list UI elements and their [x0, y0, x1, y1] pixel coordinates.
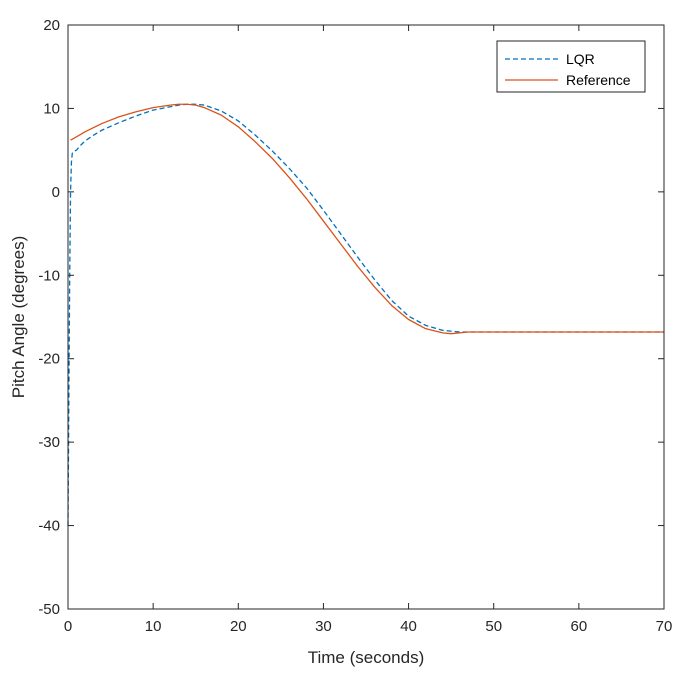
y-tick-label: 10	[43, 100, 60, 117]
y-tick-label: -20	[38, 351, 60, 368]
y-tick-label: 20	[43, 17, 60, 34]
series-layer	[67, 103, 664, 526]
y-axis-ticks	[68, 24, 664, 610]
plot-frame	[67, 24, 665, 610]
y-tick-label: -30	[38, 434, 60, 451]
legend-label-reference: Reference	[566, 72, 631, 88]
x-tick-label: 30	[315, 618, 332, 635]
series-line-reference	[70, 103, 664, 335]
y-axis-label: Pitch Angle (degrees)	[9, 236, 28, 399]
plot-area	[68, 25, 664, 609]
y-tick-label: 0	[52, 184, 60, 201]
x-axis-ticks	[67, 25, 665, 609]
y-tick-label: -40	[38, 518, 60, 535]
x-tick-label: 0	[64, 618, 72, 635]
legend: LQR Reference	[496, 40, 646, 93]
x-tick-label: 20	[230, 618, 247, 635]
y-tick-label: -50	[38, 601, 60, 618]
x-tick-label: 50	[485, 618, 502, 635]
legend-label-lqr: LQR	[566, 51, 595, 67]
legend-box	[496, 40, 646, 93]
x-axis-label: Time (seconds)	[308, 648, 425, 667]
x-tick-label: 70	[656, 618, 673, 635]
x-tick-label: 60	[571, 618, 588, 635]
x-tick-label: 40	[400, 618, 417, 635]
y-tick-label: -10	[38, 267, 60, 284]
x-tick-label: 10	[145, 618, 162, 635]
tick-labels: 0 10 20 30 40 50 60 70 -50 -40 -30 -20 -10 0 10 20	[38, 17, 672, 635]
